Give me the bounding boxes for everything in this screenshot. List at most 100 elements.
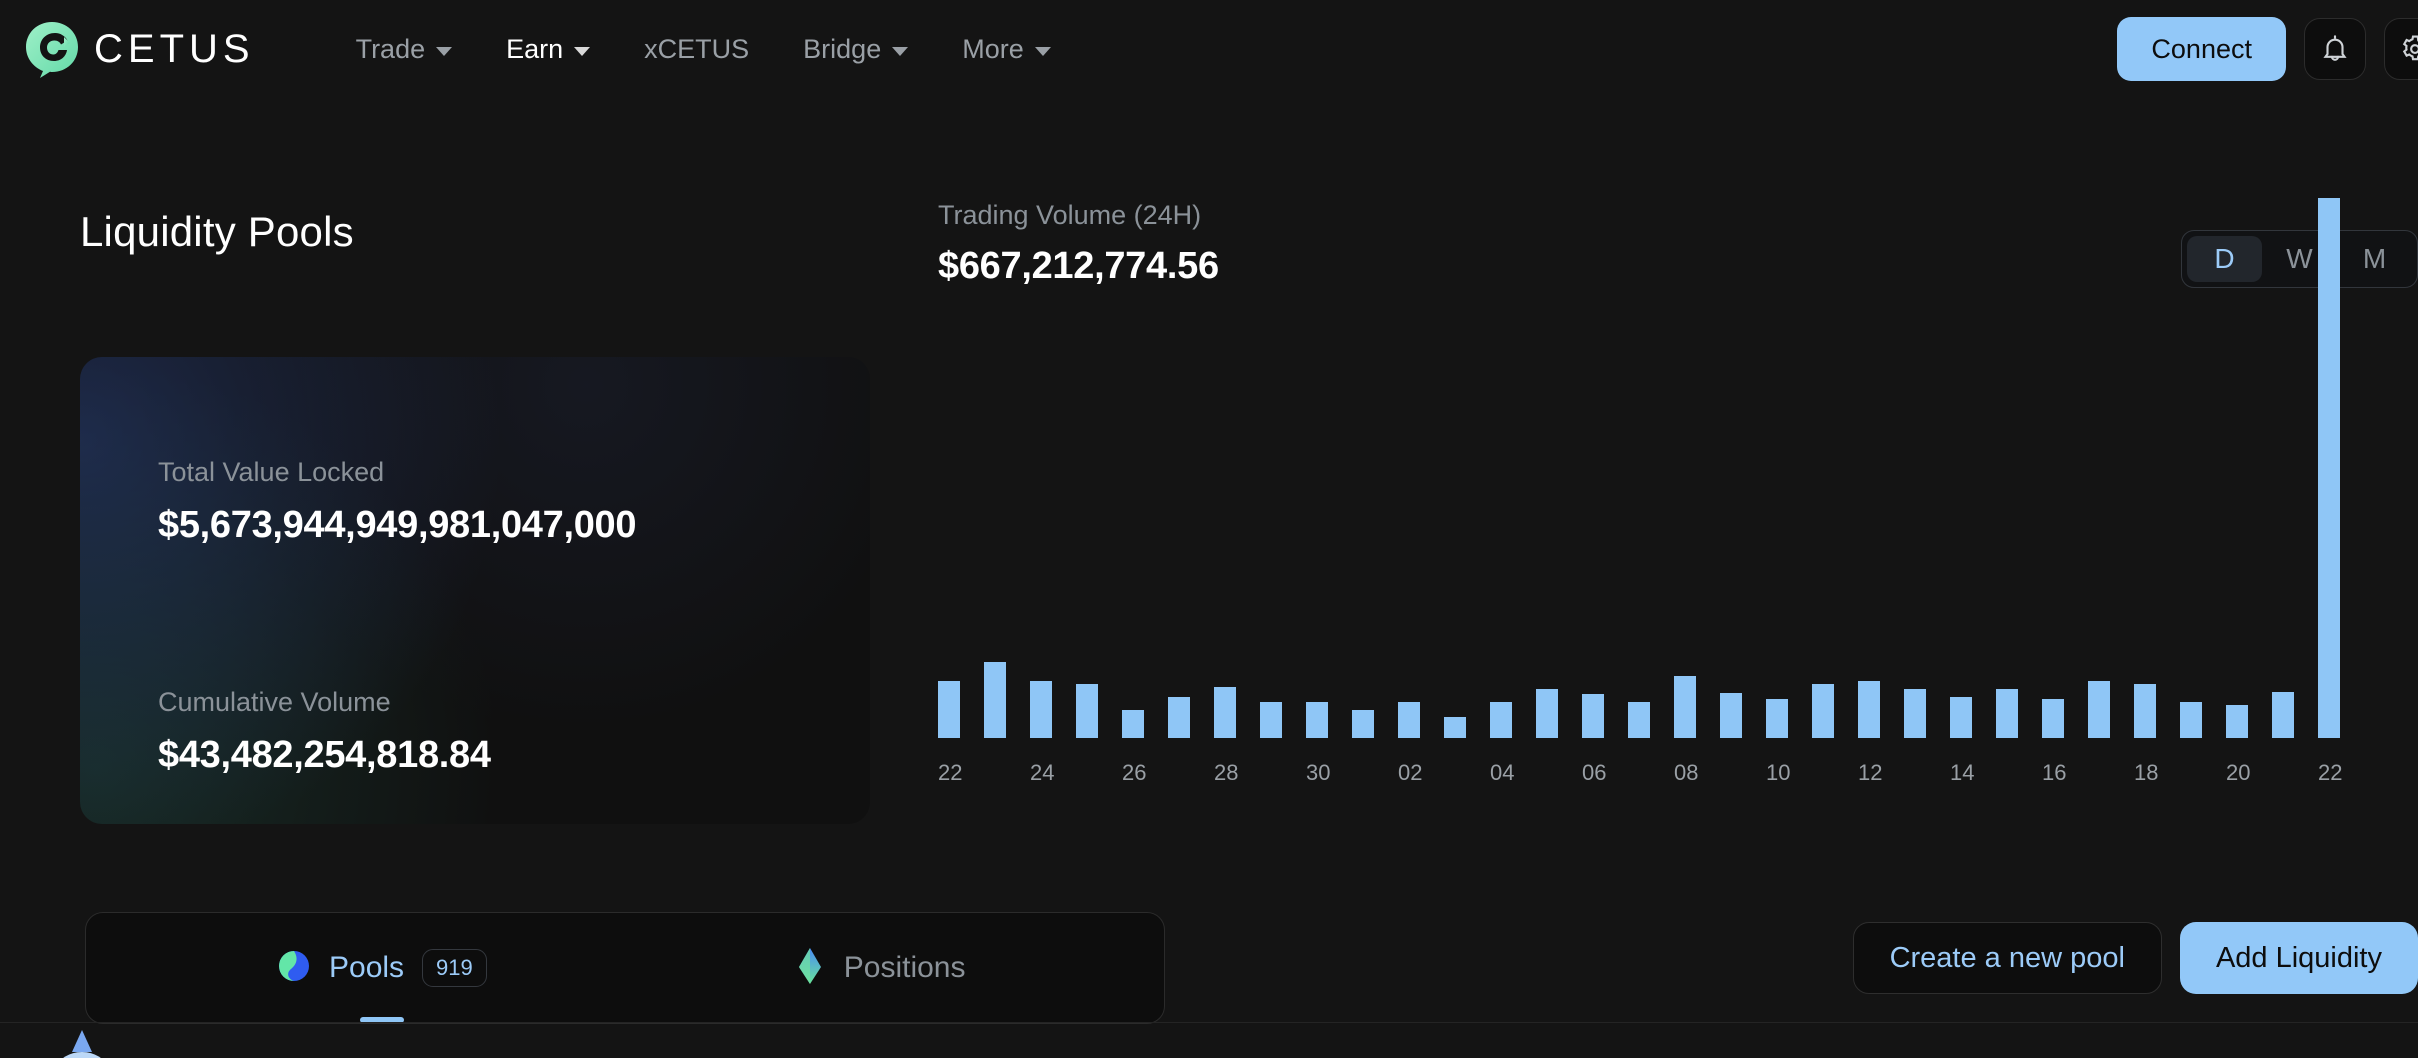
chart-header-value: $667,212,774.56 [938,245,1219,287]
chart-bar[interactable] [1076,684,1098,738]
chart-x-tick [1444,760,1466,786]
chart-x-tick: 02 [1398,760,1423,785]
pools-positions-tabbar: Pools 919 Positions [85,912,1165,1024]
stats-card: Total Value Locked $5,673,944,949,981,04… [80,357,870,824]
chart-x-tick [2180,760,2202,786]
page-title: Liquidity Pools [80,208,354,255]
chart-bar[interactable] [1628,702,1650,738]
nav-item-trade[interactable]: Trade [329,23,480,75]
volume-chart-panel: Trading Volume (24H) $667,212,774.56 D W… [938,198,2418,840]
chart-bar[interactable] [1858,681,1880,738]
chart-bar[interactable] [2180,702,2202,738]
chart-bar[interactable] [1168,696,1190,738]
chart-x-tick [1168,760,1190,786]
range-option-m[interactable]: M [2362,243,2387,274]
chart-x-axis: 22 24 26 28 30 02 04 06 08 10 12 14 16 18 20 22 [938,760,2418,786]
settings-button[interactable] [2384,18,2418,80]
chart-bar[interactable] [1674,676,1696,738]
pools-split-circle-icon [277,949,311,988]
bell-icon [2323,35,2347,61]
chart-bar[interactable] [1812,684,1834,738]
main-nav: Trade Earn xCETUS Bridge More [329,23,1078,75]
connect-button[interactable]: Connect [2117,17,2286,81]
notifications-button[interactable] [2304,18,2366,80]
chart-x-tick [1720,760,1742,786]
nav-label-earn: Earn [506,33,564,64]
nav-item-xcetus[interactable]: xCETUS [617,23,776,75]
chart-x-tick [1812,760,1834,786]
chart-bar[interactable] [1490,702,1512,738]
chart-x-tick: 18 [2134,760,2159,785]
chart-bar[interactable] [1950,696,1972,738]
chart-header-label: Trading Volume (24H) [938,200,1202,230]
chart-bar[interactable] [1306,702,1328,738]
chart-x-tick: 28 [1214,760,1239,785]
chart-bar[interactable] [1030,681,1052,738]
pool-actions: Create a new pool Add Liquidity [1852,922,2418,994]
nav-label-xcetus: xCETUS [644,33,750,64]
brand-name: CETUS [94,27,255,71]
chevron-down-icon [574,46,591,56]
chart-x-tick: 26 [1122,760,1147,785]
chart-bar[interactable] [1582,694,1604,738]
chart-bar[interactable] [1352,709,1374,738]
chart-bar[interactable] [1398,702,1420,738]
chevron-down-icon [1034,46,1051,56]
chart-bar[interactable] [1260,702,1282,738]
chart-x-tick: 10 [1766,760,1791,785]
chart-bar[interactable] [984,662,1006,738]
nav-item-earn[interactable]: Earn [479,23,617,75]
create-new-pool-button[interactable]: Create a new pool [1852,922,2162,994]
tab-positions-label: Positions [843,951,966,984]
chart-bar[interactable] [1996,689,2018,738]
chart-x-tick: 24 [1030,760,1055,785]
chart-bar[interactable] [938,681,960,738]
chart-x-tick [1536,760,1558,786]
chart-x-tick [1260,760,1282,786]
chart-bar[interactable] [2226,704,2248,738]
chart-header: Trading Volume (24H) $667,212,774.56 [938,200,2418,288]
tab-positions[interactable]: Positions [768,913,992,1023]
chart-bar[interactable] [2088,681,2110,738]
chart-bar[interactable] [2134,684,2156,738]
chart-bar[interactable] [1766,699,1788,738]
chart-bar[interactable] [1904,689,1926,738]
chart-bar[interactable] [1122,709,1144,738]
chart-bar[interactable] [1720,693,1742,738]
tvl-label: Total Value Locked [158,457,385,487]
chart-x-tick: 30 [1306,760,1331,785]
stat-cumulative-volume: Cumulative Volume $43,482,254,818.84 [158,687,491,777]
tab-pools[interactable]: Pools 919 [251,913,513,1023]
chart-x-tick: 16 [2042,760,2067,785]
chart-x-tick [2272,760,2294,786]
chart-x-tick: 04 [1490,760,1515,785]
chart-bar[interactable] [1444,717,1466,738]
brand-logo[interactable]: CETUS [24,20,255,78]
nav-label-trade: Trade [355,33,426,64]
token-icon-peek [58,1028,128,1058]
tab-pools-badge: 919 [422,949,487,987]
app-header: CETUS Trade Earn xCETUS Bridge More [0,0,2418,98]
range-option-w[interactable]: W [2286,243,2313,274]
stat-total-value-locked: Total Value Locked $5,673,944,949,981,04… [158,457,637,547]
chart-bar[interactable] [2272,691,2294,738]
range-option-d[interactable]: D [2187,236,2262,282]
nav-item-more[interactable]: More [935,23,1078,75]
range-toggle: D W M [2181,230,2418,288]
cumulative-volume-value: $43,482,254,818.84 [158,734,491,776]
chart-bar[interactable] [1536,689,1558,738]
chevron-down-icon [436,46,453,56]
chart-bar[interactable] [2042,699,2064,738]
chart-bar[interactable] [1214,686,1236,738]
nav-item-bridge[interactable]: Bridge [776,23,935,75]
chart-x-tick: 06 [1582,760,1607,785]
chart-x-tick [1996,760,2018,786]
chart-x-tick [2088,760,2110,786]
chart-x-tick: 22 [2318,760,2343,785]
nav-label-bridge: Bridge [803,33,882,64]
add-liquidity-button[interactable]: Add Liquidity [2179,922,2418,994]
cetus-whale-logo-icon [24,20,80,78]
chart-bar[interactable] [2318,198,2340,738]
content-divider [0,1022,2418,1023]
